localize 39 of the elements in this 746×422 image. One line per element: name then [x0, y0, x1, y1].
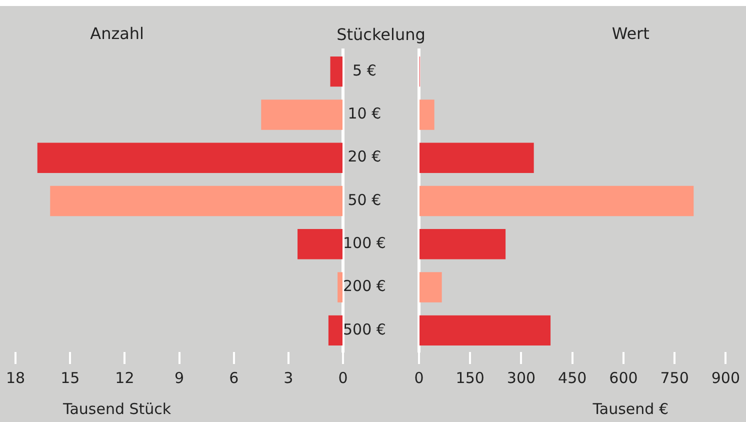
y-tick-label: 10 €: [348, 104, 382, 123]
x-tick-label: 12: [115, 368, 134, 387]
bar: [338, 272, 342, 302]
y-tick-label: 5 €: [352, 61, 376, 80]
chart-title: Wert: [612, 24, 650, 44]
y-tick-label: 20 €: [348, 148, 382, 166]
x-tick-label: 300: [506, 368, 536, 387]
y-tick-label: 200 €: [342, 277, 386, 296]
x-tick-label: 150: [456, 368, 484, 387]
bar: [37, 142, 342, 173]
bar: [420, 229, 506, 260]
x-tick-label: 0: [338, 368, 348, 387]
bar: [330, 56, 342, 87]
x-tick-label: 900: [711, 368, 740, 387]
bar: [261, 100, 342, 130]
bar: [328, 315, 342, 346]
bar: [420, 315, 551, 346]
bar: [420, 142, 534, 173]
x-tick-label: 6: [229, 368, 239, 387]
x-tick-label: 0: [414, 368, 424, 387]
y-tick-label: 100 €: [342, 234, 386, 252]
x-tick-label: 3: [284, 368, 294, 387]
x-tick-label: 750: [660, 368, 689, 387]
x-tick-label: 18: [6, 368, 26, 387]
bar: [50, 186, 342, 216]
bar: [420, 272, 442, 302]
x-axis-title: Tausend €: [592, 400, 668, 418]
y-tick-label: 500 €: [342, 320, 386, 338]
x-tick-label: 600: [609, 368, 638, 387]
bar: [420, 186, 694, 216]
y-axis-title: Stückelung: [336, 24, 426, 46]
x-tick-label: 15: [60, 368, 80, 387]
x-axis-title: Tausend Stück: [62, 400, 172, 418]
x-tick-label: 9: [174, 368, 184, 387]
chart-title: Anzahl: [90, 24, 144, 44]
bar: [298, 229, 342, 260]
x-tick-label: 450: [558, 368, 587, 387]
bar: [420, 100, 434, 130]
y-tick-label: 50 €: [348, 190, 382, 209]
